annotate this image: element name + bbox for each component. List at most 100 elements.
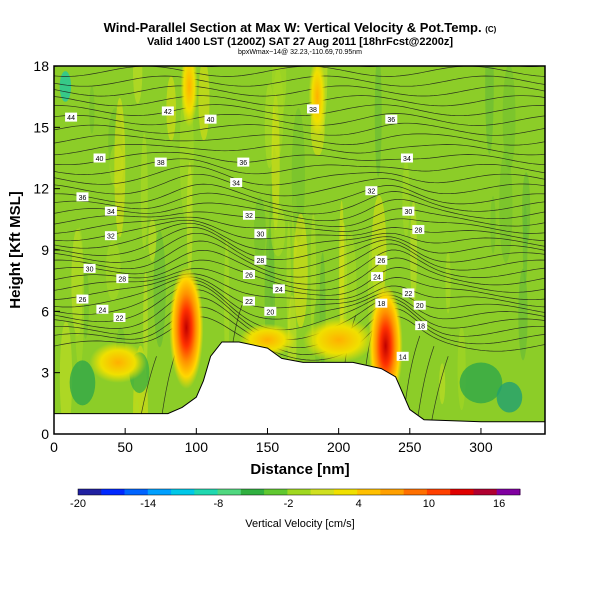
contour-label: 24 bbox=[96, 304, 109, 314]
contour-label-bg bbox=[365, 186, 378, 196]
contour-label: 20 bbox=[413, 300, 426, 310]
contour-label: 38 bbox=[307, 104, 320, 114]
theta-contour bbox=[54, 306, 545, 355]
contour-label-text: 24 bbox=[373, 275, 381, 282]
theta-contour bbox=[54, 316, 545, 361]
updraft-core bbox=[308, 66, 326, 138]
field-cell bbox=[143, 270, 148, 374]
contour-label-text: 38 bbox=[157, 160, 165, 167]
contour-label-bg bbox=[400, 153, 413, 163]
contour-label: 44 bbox=[65, 112, 78, 122]
y-tick-label: 0 bbox=[41, 426, 49, 442]
contour-label-text: 34 bbox=[232, 181, 240, 188]
contour-label: 36 bbox=[76, 192, 89, 202]
contour-label: 42 bbox=[161, 106, 174, 116]
colorbar-tick-label: 10 bbox=[423, 498, 435, 510]
contour-label-bg bbox=[307, 104, 320, 114]
contour-label: 30 bbox=[254, 229, 267, 239]
field-cell bbox=[140, 133, 148, 251]
contour-label-bg bbox=[104, 206, 117, 216]
colorbar-swatch bbox=[240, 489, 265, 495]
colorbar-label: Vertical Velocity [cm/s] bbox=[245, 518, 354, 530]
downdraft-patch bbox=[459, 362, 503, 404]
contour-label-text: 26 bbox=[245, 273, 253, 280]
contour-label-text: 44 bbox=[67, 115, 75, 122]
theta-contour bbox=[54, 158, 545, 175]
contour-label-bg bbox=[113, 312, 126, 322]
field-cell bbox=[293, 213, 308, 328]
field-cell bbox=[374, 66, 382, 177]
field-cell bbox=[522, 172, 531, 248]
theta-contour bbox=[54, 27, 545, 37]
theta-contour bbox=[54, 47, 545, 57]
colorbar-tick-label: -2 bbox=[284, 498, 294, 510]
contour-label: 30 bbox=[83, 263, 96, 273]
contour-label-bg bbox=[65, 112, 78, 122]
contour-label-text: 30 bbox=[86, 266, 94, 273]
contour-label: 20 bbox=[264, 306, 277, 316]
contour-label-bg bbox=[412, 225, 425, 235]
y-tick-label: 6 bbox=[41, 303, 49, 319]
chart-title: Wind-Parallel Section at Max W: Vertical… bbox=[103, 20, 497, 35]
x-axis-label: Distance [nm] bbox=[250, 461, 349, 478]
contour-label-text: 24 bbox=[275, 287, 283, 294]
contour-label: 32 bbox=[365, 186, 378, 196]
contour-label: 22 bbox=[402, 288, 415, 298]
contour-label-bg bbox=[76, 294, 89, 304]
contour-label: 34 bbox=[400, 153, 413, 163]
contour-label-bg bbox=[242, 270, 255, 280]
theta-contour bbox=[54, 173, 545, 197]
field-cell bbox=[270, 204, 286, 257]
contour-label-bg bbox=[375, 255, 388, 265]
contour-label-text: 38 bbox=[309, 107, 317, 114]
contour-label-bg bbox=[161, 106, 174, 116]
theta-contour bbox=[54, 276, 545, 309]
contour-label-bg bbox=[413, 300, 426, 310]
theta-contour bbox=[54, 267, 545, 296]
colorbar-swatch bbox=[194, 489, 219, 495]
theta-contour bbox=[54, 191, 545, 215]
theta-contour bbox=[54, 208, 545, 227]
colorbar-tick-label: -20 bbox=[70, 498, 86, 510]
field-cell bbox=[271, 66, 287, 120]
contour-label: 22 bbox=[113, 312, 126, 322]
field-cell bbox=[59, 321, 73, 434]
colorbar-swatch bbox=[357, 489, 381, 495]
x-tick-label: 100 bbox=[185, 439, 209, 455]
contour-label: 26 bbox=[242, 270, 255, 280]
theta-contour bbox=[54, 75, 545, 87]
contour-label-text: 34 bbox=[403, 156, 411, 163]
contour-label-text: 20 bbox=[416, 303, 424, 310]
theta-contour bbox=[54, 122, 545, 136]
contour-label-bg bbox=[272, 284, 285, 294]
theta-contour bbox=[54, 198, 545, 222]
colorbar-swatch bbox=[426, 489, 451, 495]
theta-contour bbox=[54, 219, 545, 242]
warm-patch bbox=[89, 342, 147, 383]
x-tick-label: 0 bbox=[50, 439, 58, 455]
chart-subtitle-2: bpxWmax~14@ 32.23,-110.69,70.95nm bbox=[238, 49, 362, 56]
theta-contour bbox=[54, 151, 545, 166]
contour-label-text: 28 bbox=[118, 277, 126, 284]
contour-label-bg bbox=[230, 178, 243, 188]
contour-label-bg bbox=[93, 153, 106, 163]
y-tick-label: 12 bbox=[33, 181, 49, 197]
contour-label: 36 bbox=[385, 114, 398, 124]
contour-label: 28 bbox=[412, 225, 425, 235]
contour-label-text: 32 bbox=[107, 234, 115, 241]
contour-label-bg bbox=[385, 114, 398, 124]
colorbar-swatch bbox=[450, 489, 474, 495]
contour-label-text: 22 bbox=[404, 291, 412, 298]
theta-contour bbox=[54, 216, 545, 234]
terrain-profile bbox=[54, 341, 545, 434]
field-cell bbox=[224, 237, 230, 373]
contour-label-bg bbox=[254, 255, 267, 265]
colorbar-tick-label: 16 bbox=[493, 498, 505, 510]
colorbar-tick-label: -8 bbox=[214, 498, 224, 510]
theta-contour bbox=[54, 113, 545, 126]
contour-label-bg bbox=[83, 263, 96, 273]
field-cell bbox=[153, 231, 166, 348]
contour-label: 28 bbox=[116, 274, 129, 284]
field-cell bbox=[114, 97, 126, 238]
